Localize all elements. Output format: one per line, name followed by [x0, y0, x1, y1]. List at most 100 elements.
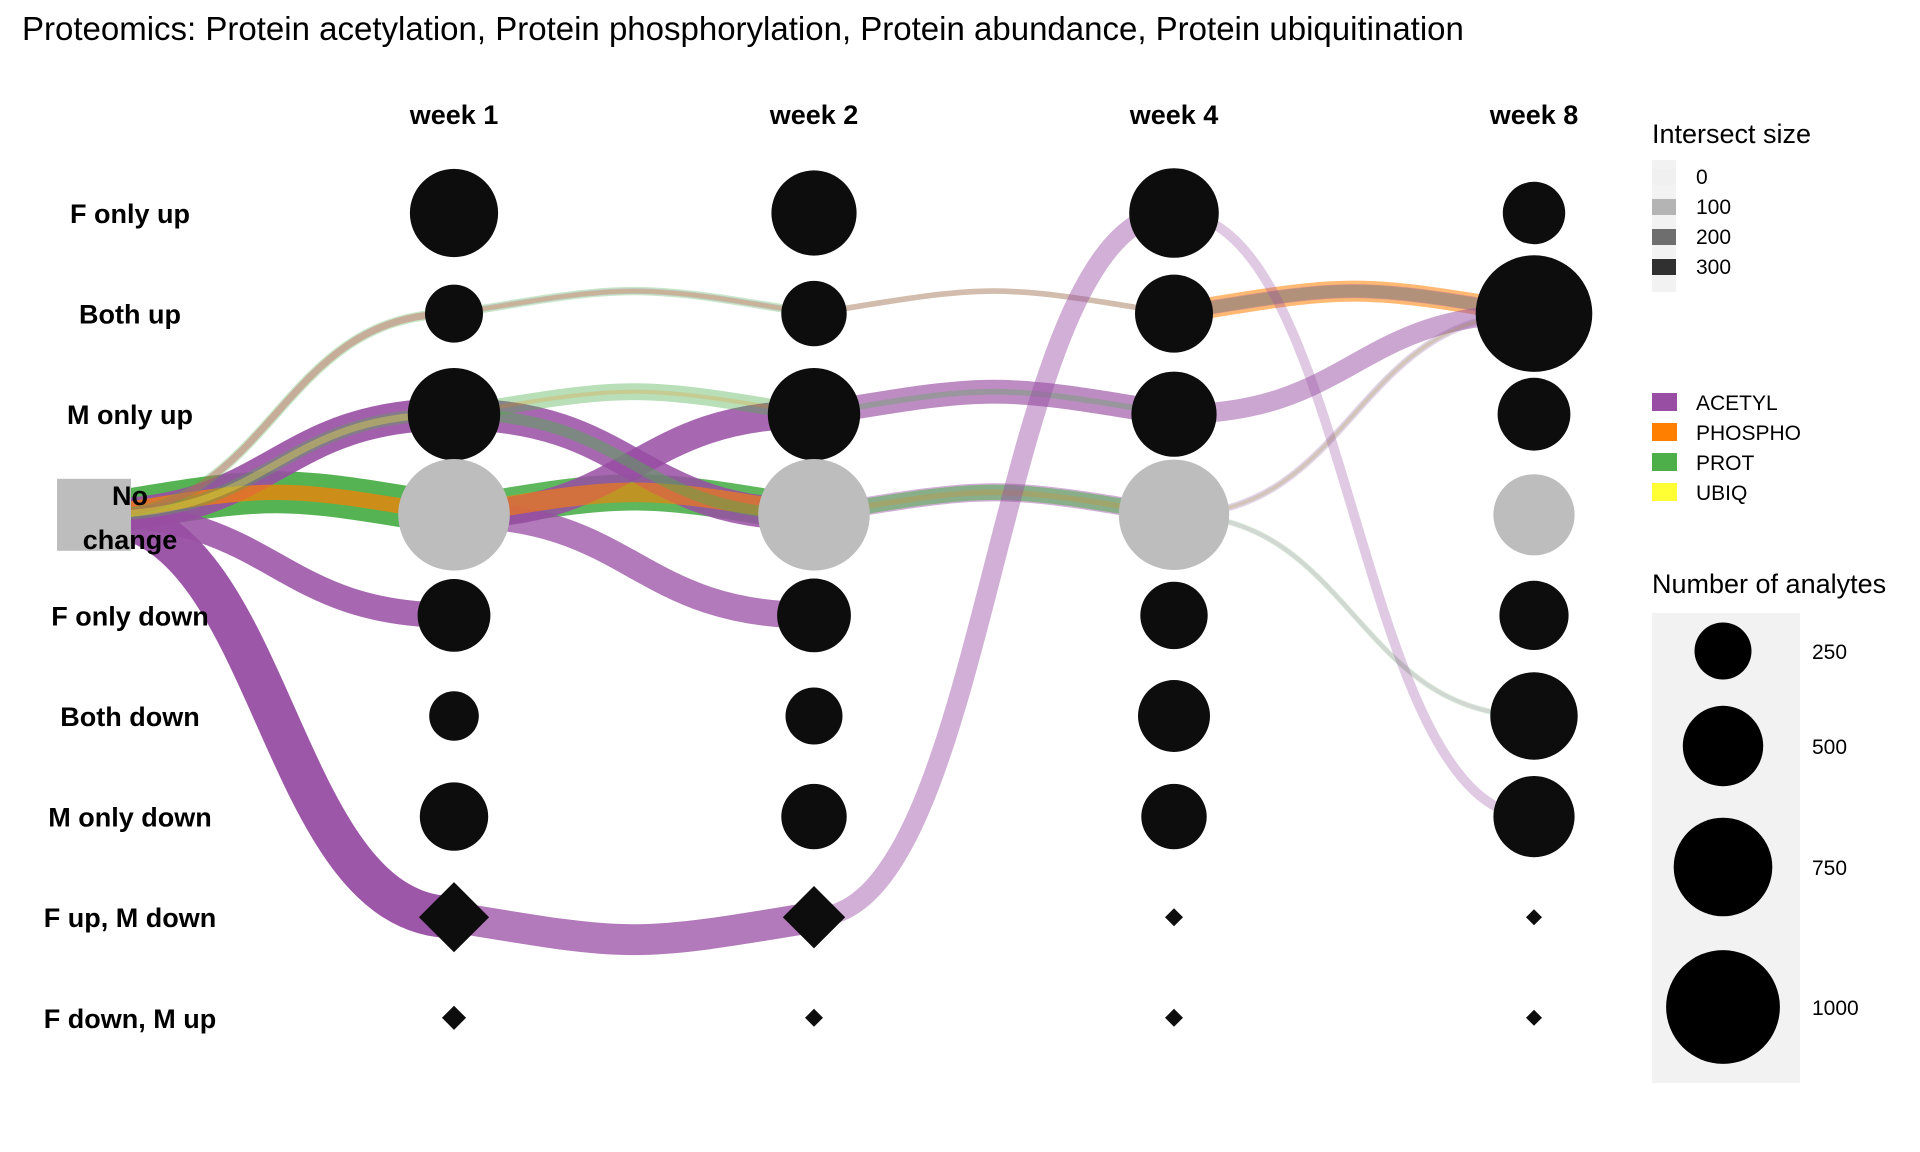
- column-label-week-8: week 8: [1489, 100, 1579, 130]
- node-week-1-f-down-m-up: [441, 1005, 467, 1030]
- node-week-1-m-only-down: [419, 782, 489, 851]
- chart-title: Proteomics: Protein acetylation, Protein…: [22, 10, 1464, 47]
- legend-number-of-analytes-title: Number of analytes: [1652, 569, 1886, 599]
- legend-intersect-size-label-300: 300: [1696, 256, 1731, 279]
- node-week-8-m-only-up: [1497, 377, 1571, 451]
- row-label-no-change-line-2: change: [83, 525, 178, 555]
- start-node: [57, 478, 131, 551]
- node-week-8-both-up: [1475, 255, 1593, 372]
- legend-size-circle-250: [1694, 622, 1752, 680]
- node-week-8-m-only-down: [1493, 776, 1575, 858]
- flow-acetyl-28: [811, 288, 1177, 317]
- flow-acetyl-13: [440, 501, 828, 629]
- node-week-1-both-up: [425, 284, 483, 343]
- flow-acetyl-21: [438, 901, 830, 956]
- legend-type-label-prot: PROT: [1696, 452, 1755, 475]
- node-week-4-m-only-up: [1131, 371, 1217, 457]
- node-week-8-f-down-m-up: [1526, 1009, 1542, 1026]
- node-week-4-f-only-down: [1140, 581, 1208, 650]
- legend-number-of-analytes: Number of analytes 250 500 750 1000: [1652, 569, 1886, 1083]
- node-week-8-no-change: [1493, 474, 1575, 556]
- flow-prot-32: [1167, 284, 1541, 320]
- flow-acetyl-22: [802, 379, 1186, 427]
- flow-acetyl-36: [1169, 208, 1539, 822]
- flow-acetyl-39: [1171, 512, 1537, 719]
- column-labels: week 1 week 2 week 4 week 8: [409, 100, 1579, 130]
- flow-acetyl-8: [93, 310, 458, 519]
- row-labels: F only up Both up M only up No change F only …: [44, 199, 216, 1034]
- flow-acetyl-3: [84, 502, 467, 628]
- node-week-8-both-down: [1490, 672, 1578, 760]
- legend-type-label-ubiq: UBIQ: [1696, 482, 1747, 505]
- legend-type-swatch-ubiq: [1652, 483, 1677, 501]
- column-label-week-4: week 4: [1129, 100, 1219, 130]
- flow-acetyl-35: [1170, 310, 1538, 519]
- legend-size-circle-500: [1682, 705, 1764, 787]
- legend-type: ACETYL PHOSPHO PROT UBIQ: [1652, 392, 1801, 505]
- legend-type-label-acetyl: ACETYL: [1696, 392, 1778, 415]
- flow-phospho-14: [444, 482, 824, 525]
- legend-type-swatch-phospho: [1652, 423, 1677, 441]
- legend-size-label-1000: 1000: [1812, 997, 1859, 1020]
- legend-intersect-size-label-200: 200: [1696, 226, 1731, 249]
- node-week-4-no-change: [1118, 459, 1230, 570]
- column-label-week-1: week 1: [409, 100, 499, 130]
- legend-intersect-size-label-100: 100: [1696, 196, 1731, 219]
- legend-size-label-500: 500: [1812, 736, 1847, 759]
- legend-intersect-size-swatch-0: [1652, 169, 1676, 185]
- flow-phospho-19: [451, 289, 817, 316]
- node-week-1-both-down: [429, 691, 479, 741]
- node-week-4-both-up: [1135, 274, 1213, 353]
- flow-ubiq-9: [93, 410, 458, 519]
- row-label-no-change-line-1: No: [112, 481, 148, 511]
- node-week-4-f-down-m-up: [1165, 1008, 1183, 1027]
- flow-prot-37: [1171, 511, 1537, 719]
- column-label-week-2: week 2: [769, 100, 859, 130]
- row-label-f-up-m-down: F up, M down: [44, 903, 216, 933]
- node-week-1-m-only-up: [407, 368, 501, 461]
- flow-acetyl-1: [76, 493, 475, 939]
- flow-acetyl-30: [804, 203, 1184, 927]
- legend-intersect-size-title: Intersect size: [1652, 119, 1811, 149]
- flow-prot-38: [1171, 311, 1537, 517]
- flow-phospho-31: [1163, 280, 1545, 325]
- flow-prot-26: [811, 288, 1177, 317]
- nodes: [398, 168, 1593, 1030]
- row-label-m-only-down: M only down: [48, 803, 211, 833]
- legend-type-swatch-prot: [1652, 453, 1677, 471]
- legend-size-circle-1000: [1666, 950, 1780, 1064]
- row-label-both-up: Both up: [79, 300, 181, 330]
- node-week-2-f-only-up: [771, 170, 857, 256]
- node-week-2-f-up-m-down: [782, 886, 846, 949]
- node-week-4-f-only-up: [1129, 168, 1219, 258]
- flow-prot-24: [806, 484, 1182, 523]
- flow-prot-15: [445, 383, 823, 423]
- legend-size-label-250: 250: [1812, 641, 1847, 664]
- row-label-f-only-up: F only up: [70, 199, 190, 229]
- row-label-both-down: Both down: [60, 702, 199, 732]
- start-node-box: [57, 478, 131, 551]
- node-week-1-f-only-down: [417, 579, 491, 652]
- node-week-4-m-only-down: [1141, 783, 1207, 850]
- flow-prot-5: [90, 407, 461, 522]
- flow-acetyl-18: [451, 288, 817, 317]
- flow-phospho-27: [811, 288, 1177, 317]
- node-week-4-f-up-m-down: [1165, 908, 1183, 927]
- node-week-2-no-change: [758, 459, 870, 571]
- legend-size-label-750: 750: [1812, 857, 1847, 880]
- legend-intersect-size-swatch-200: [1652, 229, 1676, 245]
- node-week-2-m-only-up: [767, 368, 861, 461]
- node-week-8-f-only-up: [1502, 181, 1566, 245]
- legend-intersect-size-swatch-100: [1652, 199, 1676, 215]
- flow-phospho-20: [451, 389, 817, 417]
- flow-acetyl-34: [1167, 284, 1541, 321]
- legend-intersect-size: Intersect size 0 100 200 300: [1652, 119, 1811, 292]
- row-label-m-only-up: M only up: [67, 400, 193, 430]
- node-week-8-f-up-m-down: [1526, 909, 1542, 926]
- node-week-2-f-down-m-up: [805, 1008, 823, 1027]
- legend-type-swatch-acetyl: [1652, 393, 1677, 411]
- flow-prot-25: [811, 388, 1177, 417]
- flow-prot-6: [92, 308, 459, 520]
- node-week-2-m-only-down: [781, 783, 847, 850]
